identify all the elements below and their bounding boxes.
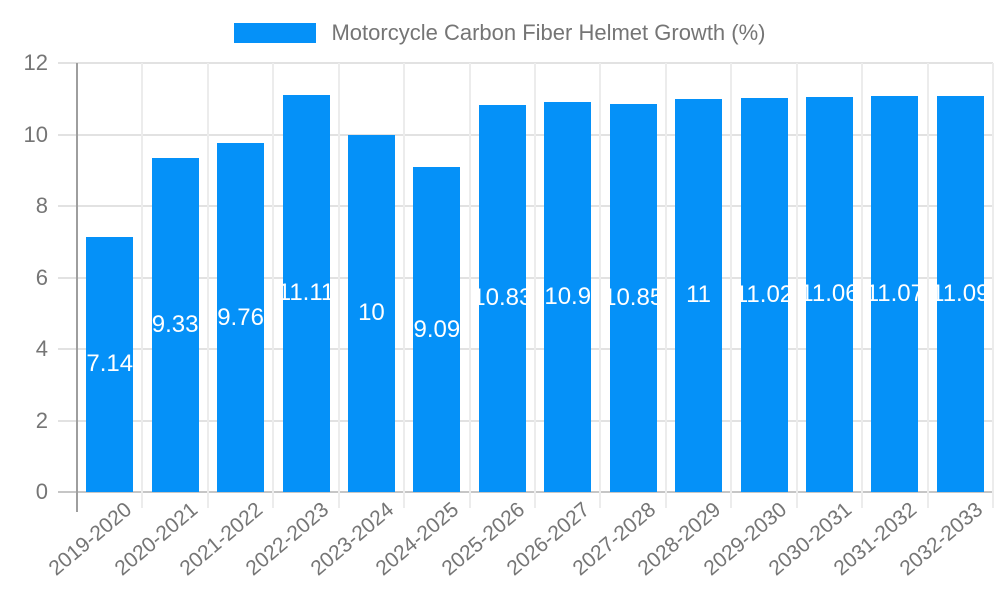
bar-value-label: 11.02 [734, 281, 794, 308]
bar-value-label: 10.83 [472, 284, 533, 312]
legend-swatch [234, 23, 317, 43]
bar[interactable]: 11.02 [735, 98, 793, 492]
x-gridline [141, 63, 144, 508]
bar-value-label: 11.07 [865, 280, 924, 308]
x-gridline [206, 63, 209, 508]
x-axis-line [58, 491, 993, 493]
x-gridline [730, 63, 733, 508]
y-tick-label: 8 [35, 193, 48, 218]
bar[interactable]: 11 [675, 98, 723, 492]
bar-value-label: 7.14 [86, 350, 134, 378]
y-tick-label: 6 [35, 264, 48, 290]
x-gridline [337, 63, 340, 508]
bar-value-label: 11 [686, 281, 712, 309]
x-gridline [272, 63, 275, 508]
bar[interactable]: 9.09 [413, 167, 461, 492]
x-gridline [992, 63, 994, 508]
bar[interactable]: 11.09 [931, 95, 989, 492]
x-gridline [403, 63, 406, 508]
legend[interactable]: Motorcycle Carbon Fiber Helmet Growth (%… [0, 20, 1000, 46]
bar-value-label: 11.11 [277, 279, 335, 307]
bar-value-label: 10 [358, 299, 385, 327]
bar[interactable]: 11.11 [278, 94, 334, 492]
y-tick-label: 2 [35, 407, 48, 433]
x-gridline [861, 63, 864, 508]
x-gridline [468, 63, 471, 508]
y-gridline [58, 62, 993, 64]
bar[interactable]: 10.9 [544, 102, 592, 492]
bar[interactable]: 10 [347, 134, 395, 492]
x-gridline [599, 63, 602, 508]
x-gridline [795, 63, 798, 508]
bar[interactable]: 9.33 [151, 158, 199, 492]
bar-value-label: 9.76 [217, 303, 264, 331]
x-gridline [926, 63, 929, 508]
bar[interactable]: 10.85 [603, 104, 663, 492]
bar-value-label: 10.85 [603, 284, 664, 312]
bar-value-label: 10.9 [544, 283, 592, 311]
bar[interactable]: 7.14 [86, 236, 134, 492]
bar[interactable]: 11.06 [800, 96, 859, 492]
bar-value-label: 9.09 [413, 315, 461, 343]
bar[interactable]: 9.76 [217, 143, 265, 492]
bar-value-label: 11.09 [931, 279, 990, 307]
y-tick-label: 12 [23, 50, 48, 75]
bar[interactable]: 10.83 [472, 104, 532, 492]
bar-value-label: 9.33 [151, 311, 199, 339]
y-tick-label: 0 [35, 479, 48, 504]
legend-label: Motorcycle Carbon Fiber Helmet Growth (%… [331, 20, 766, 45]
bar-value-label: 11.06 [800, 280, 859, 308]
y-axis-line [76, 63, 78, 512]
x-gridline [534, 63, 536, 508]
x-gridline [664, 63, 667, 508]
bar[interactable]: 11.07 [866, 96, 924, 492]
y-tick-label: 10 [23, 121, 48, 147]
y-tick-label: 4 [35, 336, 48, 361]
